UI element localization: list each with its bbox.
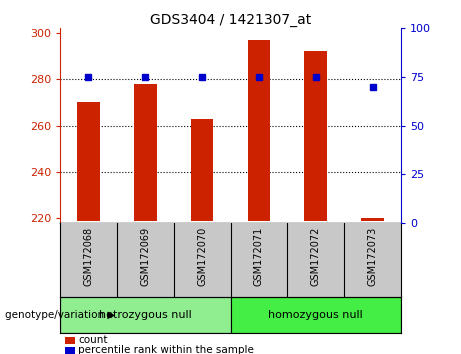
Text: hetrozygous null: hetrozygous null <box>99 310 192 320</box>
Text: GSM172068: GSM172068 <box>83 227 94 286</box>
Bar <box>361 218 384 221</box>
Bar <box>60 297 230 333</box>
Title: GDS3404 / 1421307_at: GDS3404 / 1421307_at <box>150 13 311 27</box>
Bar <box>191 119 213 221</box>
Bar <box>230 297 401 333</box>
Bar <box>77 103 100 221</box>
Bar <box>134 84 157 221</box>
Bar <box>248 40 270 221</box>
Text: GSM172069: GSM172069 <box>140 227 150 286</box>
Text: GSM172072: GSM172072 <box>311 227 321 286</box>
Text: homozygous null: homozygous null <box>268 310 363 320</box>
Text: percentile rank within the sample: percentile rank within the sample <box>78 346 254 354</box>
Bar <box>304 51 327 221</box>
Text: genotype/variation ▶: genotype/variation ▶ <box>5 310 115 320</box>
Text: count: count <box>78 335 108 345</box>
Text: GSM172071: GSM172071 <box>254 227 264 286</box>
Text: GSM172070: GSM172070 <box>197 227 207 286</box>
Text: GSM172073: GSM172073 <box>367 227 378 286</box>
